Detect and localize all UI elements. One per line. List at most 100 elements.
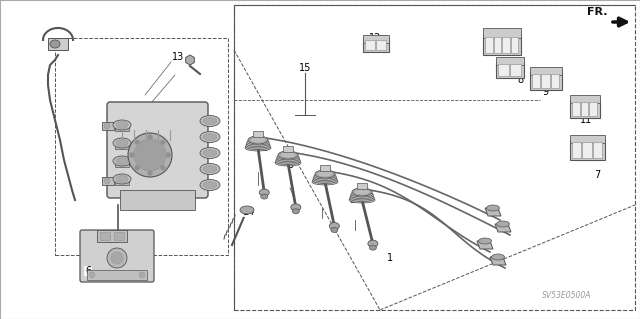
- Polygon shape: [495, 224, 511, 232]
- Text: 12: 12: [369, 33, 381, 43]
- Ellipse shape: [292, 209, 300, 214]
- Bar: [502, 37, 509, 53]
- Ellipse shape: [200, 180, 220, 190]
- Text: 4: 4: [315, 177, 321, 187]
- Bar: [570, 95, 600, 103]
- Ellipse shape: [275, 160, 301, 166]
- Polygon shape: [485, 208, 501, 216]
- Bar: [115, 159, 129, 167]
- Circle shape: [139, 272, 145, 278]
- Ellipse shape: [200, 115, 220, 127]
- Ellipse shape: [113, 120, 131, 130]
- Ellipse shape: [113, 174, 131, 184]
- Bar: [357, 183, 367, 189]
- Text: 15: 15: [299, 63, 311, 73]
- Polygon shape: [477, 241, 493, 249]
- Bar: [550, 74, 559, 88]
- Ellipse shape: [492, 254, 504, 260]
- Circle shape: [147, 135, 152, 139]
- Bar: [114, 232, 124, 240]
- Ellipse shape: [486, 205, 499, 211]
- Circle shape: [160, 140, 165, 145]
- Bar: [532, 74, 540, 88]
- Bar: [510, 64, 521, 76]
- Ellipse shape: [245, 145, 271, 151]
- Polygon shape: [186, 55, 195, 65]
- Text: 10: 10: [490, 37, 502, 47]
- Bar: [120, 190, 195, 210]
- Ellipse shape: [315, 170, 335, 178]
- Ellipse shape: [291, 204, 301, 211]
- Text: 1: 1: [387, 253, 393, 263]
- Ellipse shape: [276, 157, 300, 163]
- Bar: [363, 35, 389, 43]
- Ellipse shape: [354, 189, 370, 195]
- Bar: [483, 28, 521, 38]
- Bar: [376, 40, 386, 50]
- Ellipse shape: [200, 131, 220, 143]
- Ellipse shape: [260, 194, 268, 199]
- Ellipse shape: [200, 147, 220, 159]
- Ellipse shape: [275, 159, 301, 165]
- Text: SV53E0500A: SV53E0500A: [542, 291, 591, 300]
- Text: 6: 6: [85, 266, 91, 276]
- Bar: [570, 140, 605, 160]
- Ellipse shape: [203, 182, 217, 189]
- Bar: [97, 230, 127, 242]
- Ellipse shape: [276, 155, 300, 161]
- Ellipse shape: [349, 196, 374, 202]
- Circle shape: [134, 139, 166, 171]
- Ellipse shape: [246, 144, 271, 150]
- Circle shape: [104, 123, 110, 129]
- Bar: [55, 38, 228, 255]
- Ellipse shape: [317, 171, 333, 177]
- Bar: [511, 37, 518, 53]
- Bar: [115, 177, 129, 185]
- Ellipse shape: [113, 156, 131, 166]
- Circle shape: [128, 133, 172, 177]
- Ellipse shape: [246, 142, 270, 148]
- Ellipse shape: [351, 191, 373, 197]
- Bar: [498, 64, 509, 76]
- Text: FR.: FR.: [586, 7, 607, 17]
- Bar: [582, 142, 591, 158]
- Circle shape: [89, 272, 95, 278]
- Ellipse shape: [250, 137, 266, 143]
- Circle shape: [135, 140, 140, 145]
- Bar: [485, 37, 493, 53]
- Ellipse shape: [350, 194, 374, 200]
- Bar: [593, 142, 602, 158]
- Bar: [102, 177, 114, 185]
- Bar: [541, 74, 550, 88]
- Ellipse shape: [246, 140, 269, 146]
- Text: 8: 8: [517, 75, 523, 85]
- Ellipse shape: [50, 40, 60, 48]
- Bar: [87, 270, 147, 280]
- Bar: [530, 72, 562, 90]
- Ellipse shape: [116, 175, 128, 182]
- Bar: [102, 122, 114, 130]
- Text: 3: 3: [287, 160, 293, 170]
- Text: 9: 9: [542, 87, 548, 97]
- Bar: [365, 40, 375, 50]
- Polygon shape: [490, 257, 506, 265]
- Text: 7: 7: [594, 170, 600, 180]
- Circle shape: [160, 165, 165, 170]
- Ellipse shape: [352, 188, 372, 196]
- Circle shape: [111, 252, 123, 264]
- Text: 2: 2: [261, 143, 267, 153]
- Circle shape: [135, 165, 140, 170]
- Bar: [234, 5, 635, 310]
- Circle shape: [104, 178, 110, 184]
- Bar: [580, 102, 588, 116]
- Ellipse shape: [200, 164, 220, 174]
- Ellipse shape: [203, 150, 217, 157]
- Ellipse shape: [312, 179, 338, 185]
- Bar: [483, 35, 521, 55]
- Circle shape: [129, 152, 134, 158]
- Bar: [570, 135, 605, 143]
- Bar: [115, 141, 129, 149]
- FancyBboxPatch shape: [80, 230, 154, 282]
- Ellipse shape: [313, 176, 337, 182]
- Ellipse shape: [349, 197, 375, 203]
